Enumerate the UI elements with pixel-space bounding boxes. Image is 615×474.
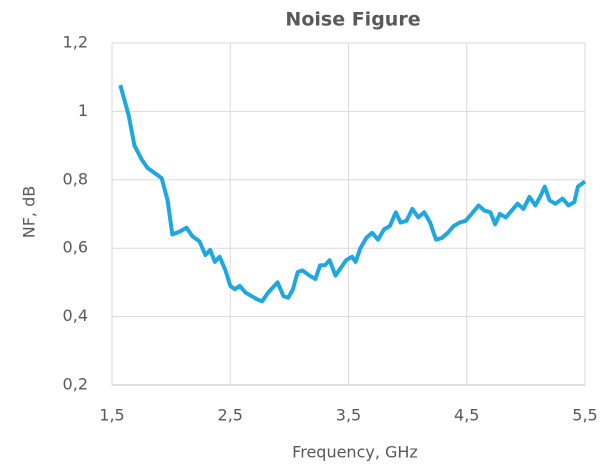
x-tick-label: 5,5 <box>572 406 597 425</box>
y-tick-label: 0,4 <box>63 306 88 325</box>
y-tick-label: 0,6 <box>63 238 88 257</box>
y-tick-label: 0,8 <box>63 169 88 188</box>
data-line <box>118 84 587 304</box>
x-tick-label: 1,5 <box>99 406 124 425</box>
y-tick-label: 1,2 <box>63 33 88 52</box>
x-tick-label: 4,5 <box>454 406 479 425</box>
x-tick-label: 2,5 <box>218 406 243 425</box>
x-axis-label: Frequency, GHz <box>292 443 418 462</box>
y-tick-label: 1 <box>78 101 88 120</box>
y-axis-label: NF, dB <box>20 186 39 238</box>
x-tick-label: 3,5 <box>336 406 361 425</box>
y-tick-label: 0,2 <box>63 375 88 394</box>
chart-title: Noise Figure <box>285 9 420 31</box>
